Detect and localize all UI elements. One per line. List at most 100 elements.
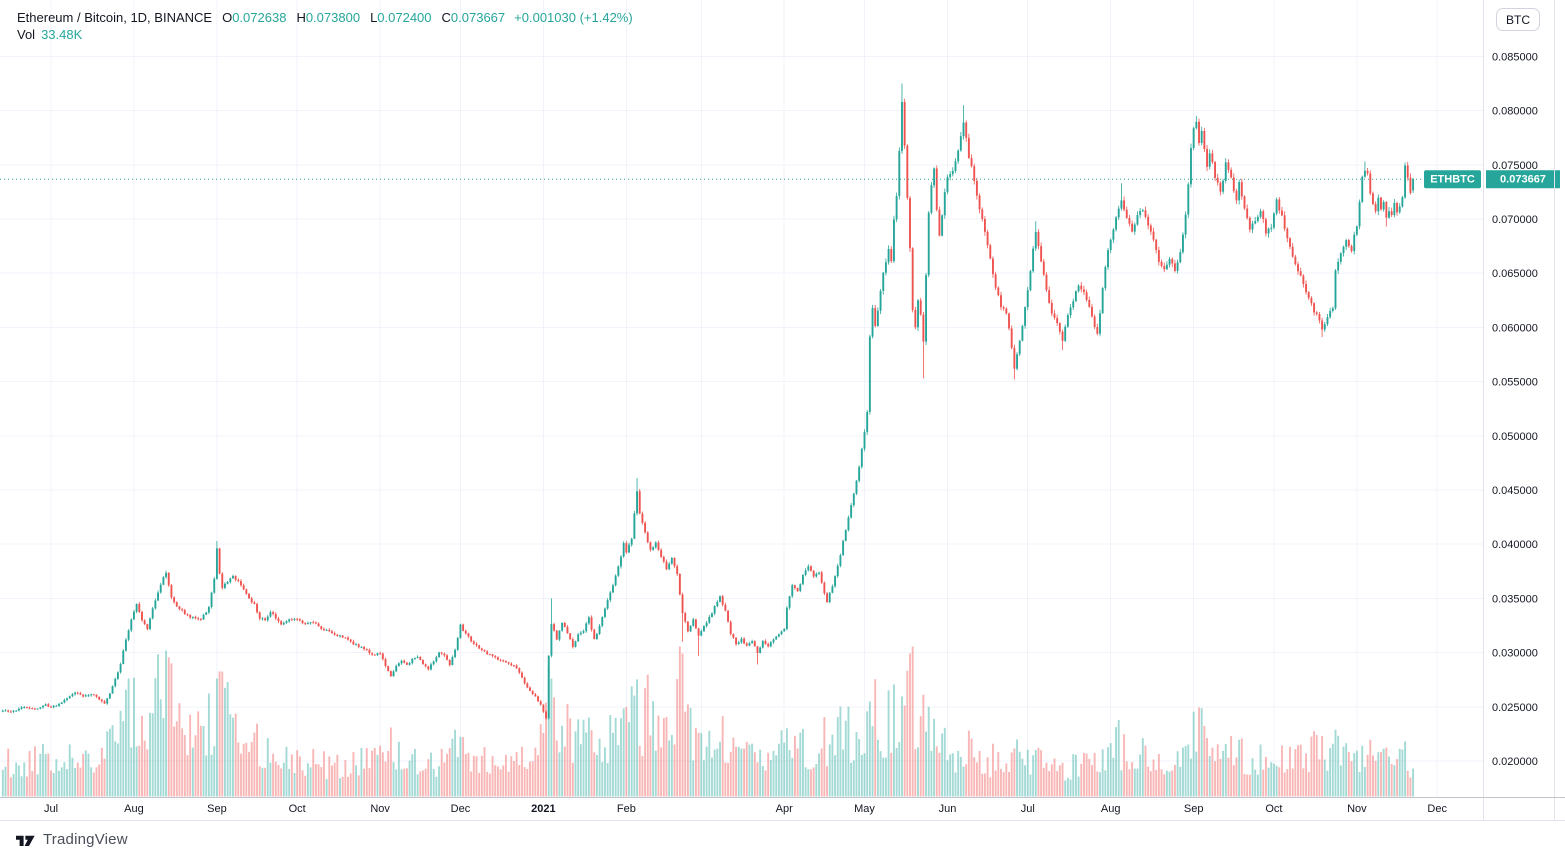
volume-bar	[569, 718, 572, 797]
candle-body	[269, 612, 272, 617]
candle-body	[175, 602, 178, 607]
candle-body	[306, 623, 309, 625]
candle-body	[791, 585, 794, 597]
volume-bar	[1230, 736, 1233, 797]
candle-body	[1198, 121, 1200, 143]
candle-body	[1002, 307, 1005, 309]
volume-bar	[357, 775, 360, 797]
time-scale[interactable]: Jul Aug Sep Oct Nov Dec 2021 Feb Apr May Jun Jul Aug…	[0, 797, 1565, 816]
volume-bar	[563, 746, 566, 797]
candle-body	[253, 602, 256, 604]
tradingview-logo-link[interactable]: TradingView	[16, 831, 128, 848]
volume-bar	[606, 762, 609, 797]
candle-body	[641, 513, 644, 523]
open-label: O	[222, 10, 233, 25]
volume-bar	[1155, 770, 1158, 797]
volume-bar	[949, 754, 952, 797]
candle-body	[116, 672, 119, 679]
volume-bar	[226, 681, 229, 797]
candle-body	[563, 622, 566, 627]
volume-bar	[1339, 765, 1342, 797]
candle-body	[587, 617, 590, 624]
candle-body	[1123, 200, 1126, 210]
candle-body	[1246, 208, 1249, 218]
close-value: 0.073667	[450, 10, 506, 25]
candle-body	[812, 570, 815, 577]
volume-bar	[587, 717, 590, 797]
volume-bar	[360, 747, 363, 797]
candle-body	[349, 639, 352, 642]
volume-bar	[901, 696, 903, 797]
volume-bar	[197, 711, 200, 797]
candle-body	[1005, 308, 1008, 314]
volume-bar	[167, 657, 170, 797]
candle-body	[876, 310, 879, 326]
candle-body	[360, 646, 363, 648]
volume-bar	[108, 728, 111, 797]
candle-body	[579, 632, 582, 635]
volume-bar	[1021, 758, 1024, 797]
volume-bar	[1222, 751, 1225, 797]
candle-body	[242, 585, 245, 590]
price-tick-label: 0.085000	[1492, 51, 1538, 63]
candle-body	[258, 612, 261, 619]
candle-body	[523, 677, 526, 684]
candle-body	[1179, 252, 1182, 263]
volume-bar	[162, 718, 165, 797]
candle-body	[87, 695, 90, 697]
volume-bar	[711, 757, 713, 797]
volume-bar	[513, 761, 515, 797]
candle-body	[860, 448, 863, 467]
volume-bar	[772, 750, 775, 797]
candle-body	[676, 566, 679, 574]
candle-body	[807, 566, 810, 571]
candle-body	[954, 161, 957, 171]
candle-body	[1147, 216, 1150, 226]
symbol-title[interactable]: Ethereum / Bitcoin, 1D, BINANCE	[17, 10, 213, 25]
candle-body	[1281, 210, 1283, 216]
candle-body	[66, 698, 69, 700]
volume-bar	[1264, 756, 1267, 797]
candle-body	[521, 672, 523, 678]
candle-body	[983, 219, 986, 232]
candle-body	[339, 635, 341, 637]
volume-bar	[735, 746, 738, 797]
candle-body	[320, 626, 323, 630]
candle-body	[68, 696, 71, 699]
volume-bar	[799, 732, 802, 797]
candle-body	[478, 645, 481, 649]
candle-body	[863, 431, 866, 449]
volume-bar	[389, 727, 392, 797]
candle-body	[906, 145, 909, 199]
volume-bar	[189, 714, 192, 797]
candle-body	[280, 621, 283, 625]
candle-body	[810, 566, 812, 571]
candle-body	[1040, 246, 1043, 262]
candle-body	[1101, 287, 1104, 314]
volume-bar	[103, 758, 106, 797]
volume-bar	[1355, 750, 1358, 797]
candle-body	[416, 656, 419, 658]
candle-body	[1160, 261, 1163, 266]
volume-bar	[545, 702, 548, 797]
candle-body	[1085, 292, 1088, 300]
volume-bar	[36, 774, 39, 797]
volume-bar	[365, 748, 368, 797]
candle-body	[202, 614, 205, 620]
candle-body	[769, 642, 772, 647]
candle-body	[127, 630, 130, 640]
volume-bar	[1080, 763, 1083, 797]
volume-bar	[1179, 766, 1182, 797]
candle-body	[408, 663, 411, 665]
volume-bar	[451, 738, 454, 797]
price-chart-canvas[interactable]: ETHBTC 0.0736670.0850000.0800000.0750000.…	[0, 0, 1565, 820]
candle-body	[499, 659, 502, 661]
volume-bar	[807, 769, 810, 797]
candle-body	[290, 619, 293, 621]
price-axis-currency-button[interactable]: BTC	[1496, 8, 1540, 31]
volume-bar	[349, 773, 352, 797]
volume-bar	[448, 748, 451, 797]
volume-bar	[954, 772, 957, 797]
price-scale[interactable]: 0.085000 0.080000 0.075000 0.070000 0.065000…	[1483, 0, 1555, 820]
volume-bar	[347, 776, 349, 797]
